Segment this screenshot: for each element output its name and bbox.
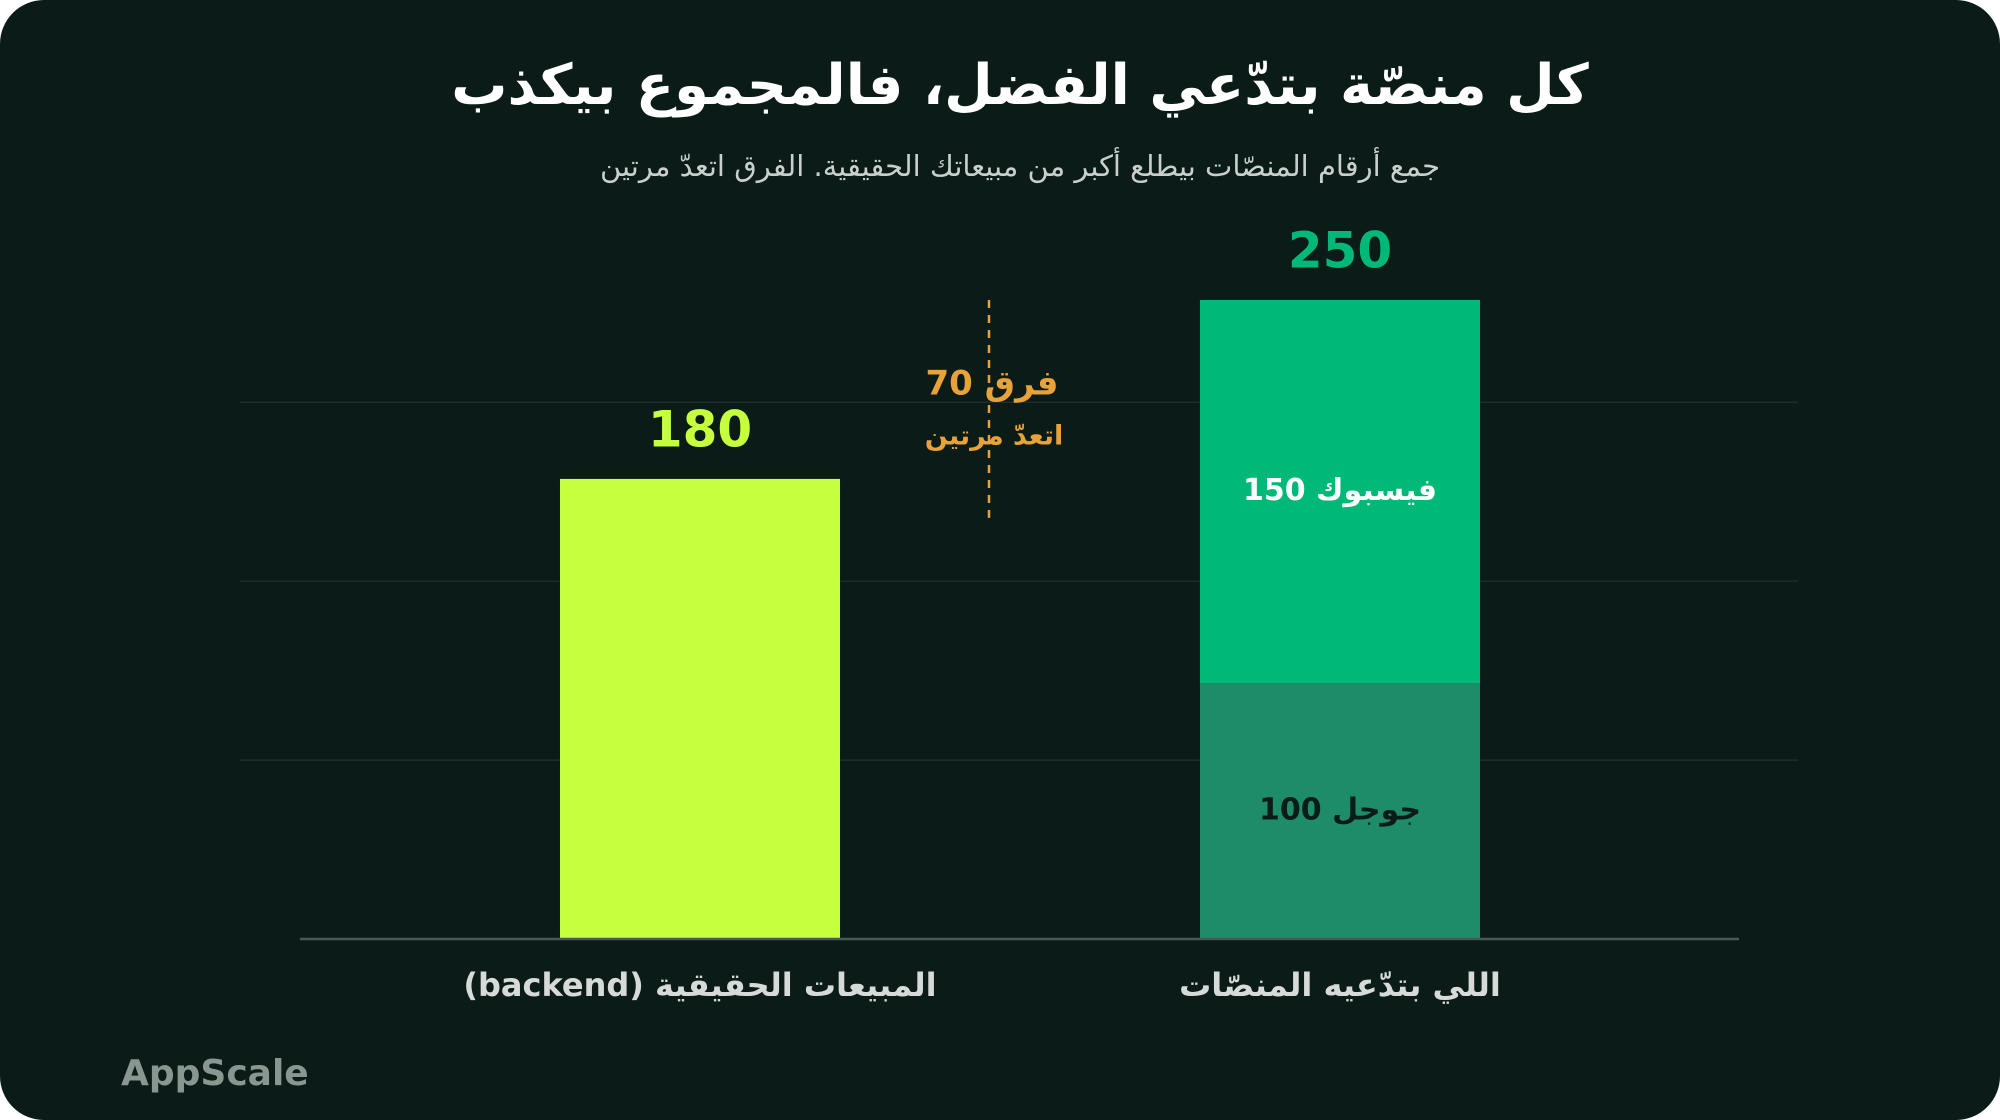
bar-segment: [1200, 683, 1480, 939]
total-label: 250: [1288, 222, 1392, 280]
x-tick-label: المبيعات الحقيقية (backend): [463, 966, 936, 1004]
chart-title: كل منصّة بتدّعي الفضل، فالمجموع بيكذب: [451, 53, 1589, 118]
brand: AppScale: [121, 1053, 309, 1094]
annotation-subtext: اتعدّ مرتين: [925, 421, 1064, 452]
total-label: 180: [648, 400, 752, 458]
segment-label: فيسبوك 150: [1243, 473, 1437, 508]
annotation-text: فرق 70: [926, 364, 1059, 404]
x-tick-label: اللي بتدّعيه المنصّات: [1179, 966, 1501, 1004]
bar-segment: [560, 478, 840, 939]
segment-label: جوجل 100: [1259, 793, 1421, 828]
chart-subtitle: جمع أرقام المنصّات بيطلع أكبر من مبيعاتك…: [600, 146, 1440, 183]
bar-segment: [1200, 300, 1480, 684]
